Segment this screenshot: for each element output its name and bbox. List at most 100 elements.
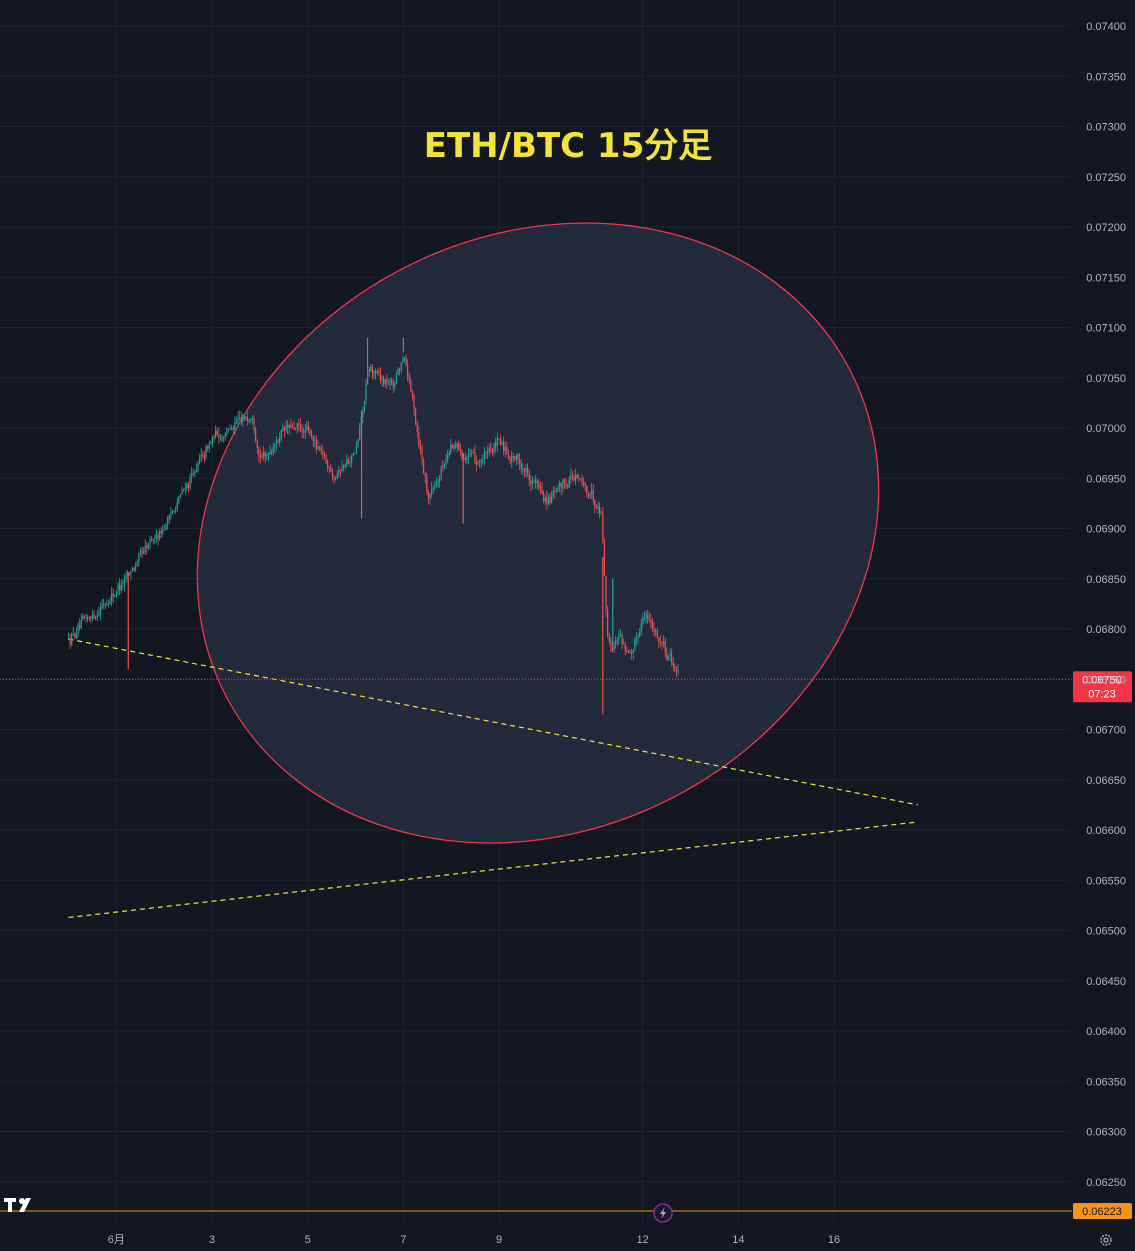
candle-body: [207, 446, 209, 449]
candle-body: [275, 440, 278, 445]
candle-body: [487, 451, 489, 453]
candle-body: [416, 423, 418, 432]
candle-body: [475, 461, 478, 465]
tradingview-logo-icon[interactable]: [4, 1198, 31, 1212]
candle-body: [387, 383, 390, 385]
candle-body: [567, 485, 569, 488]
x-tick-label: 12: [637, 1234, 649, 1246]
candle-body: [379, 371, 382, 380]
y-tick-label: 0.06950: [1086, 473, 1126, 485]
y-tick-label: 0.07050: [1086, 373, 1126, 385]
candle-body: [547, 496, 550, 504]
candle-body: [607, 610, 609, 636]
candle-body: [181, 490, 183, 495]
candle-body: [504, 447, 506, 451]
y-tick-label: 0.07350: [1086, 71, 1126, 83]
candle-body: [629, 652, 631, 654]
candle-body: [632, 650, 634, 654]
candle-body: [371, 367, 374, 374]
candle-body: [474, 451, 476, 462]
candle-body: [135, 565, 137, 570]
candle-body: [85, 617, 87, 619]
candle-body: [650, 619, 652, 622]
candle-body: [133, 567, 135, 570]
candle-body: [391, 380, 393, 383]
candle-body: [277, 440, 279, 442]
y-tick-label: 0.07400: [1086, 21, 1126, 33]
candle-body: [503, 442, 505, 451]
candle-body: [184, 487, 186, 489]
y-tick-label: 0.06600: [1086, 825, 1126, 837]
price-lines: 0.06750 07:23 0.06223: [0, 671, 1132, 1219]
candle-body: [517, 454, 519, 460]
candle-body: [298, 423, 300, 425]
price-axis[interactable]: 0.07400 0.07350 0.07300 0.07250 0.07200 0.071…: [1086, 21, 1126, 1189]
candle-body: [223, 436, 225, 438]
y-tick-label: 0.06700: [1086, 725, 1126, 737]
x-tick-label: 14: [732, 1234, 744, 1246]
candle-body: [648, 618, 650, 620]
candle-body: [192, 473, 194, 475]
candle-body: [163, 529, 166, 531]
candle-body: [125, 576, 127, 579]
time-axis[interactable]: 6月 3 5 7 9 12 14 16: [108, 1234, 840, 1246]
candle-body: [200, 454, 202, 457]
candle-body: [427, 491, 430, 499]
candle-body: [317, 446, 319, 450]
candle-body: [261, 456, 263, 458]
candle-body: [221, 436, 223, 439]
candle-body: [520, 463, 522, 470]
y-tick-label: 0.06650: [1086, 775, 1126, 787]
y-tick-label: 0.06800: [1086, 624, 1126, 636]
candle-body: [437, 481, 439, 483]
candle-body: [536, 481, 538, 483]
candle-body: [240, 417, 242, 422]
y-tick-label: 0.07000: [1086, 423, 1126, 435]
candle-body: [307, 425, 310, 431]
candle-body: [312, 437, 314, 441]
candle-body: [448, 452, 450, 456]
x-tick-label: 7: [400, 1234, 406, 1246]
candle-body: [216, 430, 218, 435]
candle-body: [373, 371, 375, 374]
candle-body: [599, 506, 601, 514]
candle-body: [579, 478, 582, 480]
candle-body: [551, 495, 553, 504]
candle-body: [347, 459, 350, 463]
candle-body: [112, 593, 114, 597]
candle-body: [544, 497, 546, 502]
candle-body: [613, 644, 615, 651]
candle-body: [227, 428, 230, 430]
y-tick-label: 0.07200: [1086, 222, 1126, 234]
x-tick-label: 3: [209, 1234, 215, 1246]
candle-body: [440, 465, 442, 476]
candle-body: [299, 424, 302, 430]
gear-icon[interactable]: [1100, 1234, 1112, 1246]
candle-body: [634, 639, 636, 651]
y-tick-label: 0.06400: [1086, 1026, 1126, 1038]
candle-body: [515, 454, 518, 460]
candle-body: [77, 624, 79, 634]
candle-body: [141, 550, 143, 554]
candle-body: [653, 629, 655, 633]
low-marker-badge: [1073, 1203, 1132, 1219]
candle-body: [248, 420, 250, 422]
candle-body: [120, 585, 122, 591]
candle-body: [453, 444, 455, 449]
candle-body: [583, 482, 585, 484]
candle-body: [152, 538, 154, 541]
candle-body: [647, 614, 649, 619]
candle-body: [669, 654, 671, 656]
y-tick-label: 0.06300: [1086, 1127, 1126, 1139]
candle-body: [315, 439, 318, 450]
candle-body: [303, 431, 305, 433]
candle-body: [442, 465, 444, 467]
lightning-icon[interactable]: [653, 1203, 673, 1223]
candle-body: [210, 443, 212, 445]
candle-body: [600, 513, 602, 515]
candle-body: [224, 433, 226, 438]
candle-body: [533, 480, 535, 482]
y-tick-label: 0.06250: [1086, 1177, 1126, 1189]
candle-body: [535, 480, 537, 483]
